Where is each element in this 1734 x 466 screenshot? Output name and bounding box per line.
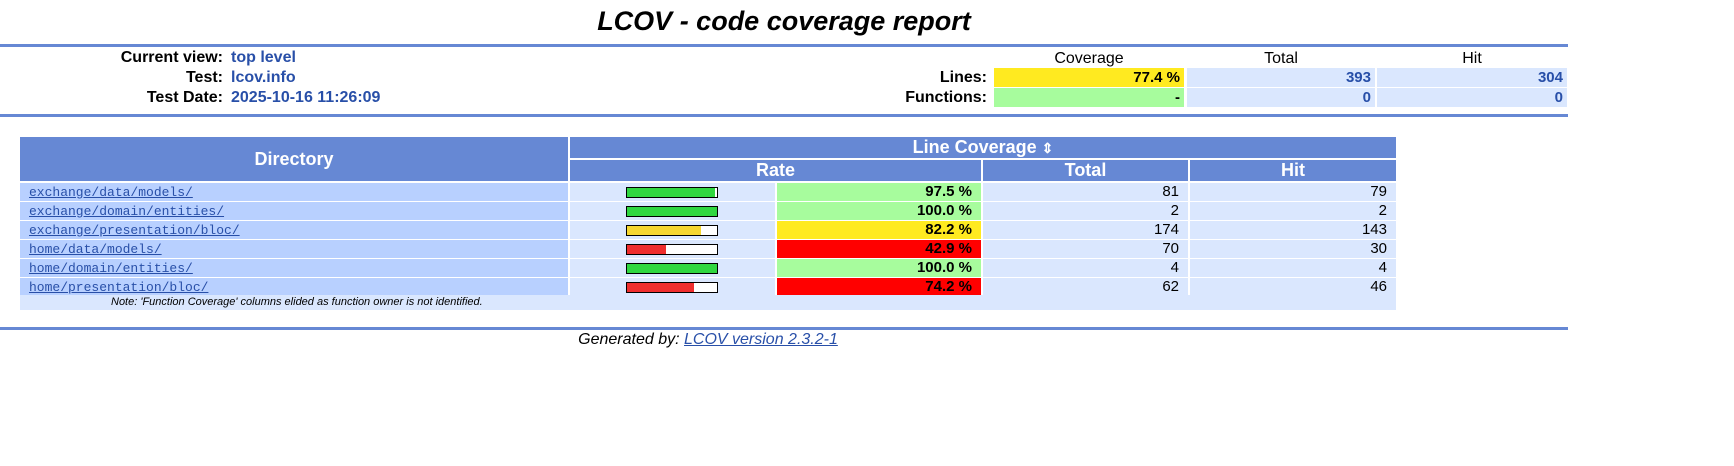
header-bottom-rule bbox=[0, 114, 1568, 117]
coverage-bar bbox=[626, 187, 718, 198]
hit-cell: 2 bbox=[1190, 202, 1396, 220]
table-row: exchange/domain/entities/100.0 % 2 2 bbox=[20, 202, 1396, 220]
functions-label: Functions: bbox=[905, 89, 987, 106]
note-row: Note: 'Function Coverage' columns elided… bbox=[20, 295, 1396, 310]
directory-link[interactable]: exchange/presentation/bloc/ bbox=[29, 223, 240, 238]
lines-coverage: 77.4 % bbox=[994, 68, 1184, 87]
total-cell: 174 bbox=[983, 221, 1188, 239]
coverage-bar-cell bbox=[570, 278, 775, 296]
test-value: lcov.info bbox=[231, 69, 296, 86]
current-view-value: top level bbox=[231, 49, 296, 66]
directory-link[interactable]: exchange/domain/entities/ bbox=[29, 204, 225, 219]
total-header: Total bbox=[983, 160, 1188, 181]
current-view-label: Current view: bbox=[120, 49, 223, 66]
hit-cell: 79 bbox=[1190, 183, 1396, 201]
total-cell: 62 bbox=[983, 278, 1188, 296]
footer-prefix: Generated by: bbox=[578, 331, 680, 348]
header-top-rule bbox=[0, 44, 1568, 47]
footer-rule bbox=[0, 327, 1568, 330]
rate-cell: 74.2 % bbox=[777, 278, 981, 296]
coverage-bar-fill bbox=[627, 245, 666, 254]
lines-total: 393 bbox=[1187, 68, 1375, 87]
directory-cell: exchange/presentation/bloc/ bbox=[20, 221, 568, 239]
test-date-label: Test Date: bbox=[146, 89, 223, 106]
total-cell: 81 bbox=[983, 183, 1188, 201]
coverage-bar bbox=[626, 282, 718, 293]
coverage-bar-fill bbox=[627, 264, 717, 273]
directory-cell: home/domain/entities/ bbox=[20, 259, 568, 277]
test-date-value: 2025-10-16 11:26:09 bbox=[231, 89, 381, 106]
coverage-bar-cell bbox=[570, 240, 775, 258]
sort-icon[interactable]: ⇕ bbox=[1041, 140, 1054, 156]
line-coverage-header[interactable]: Line Coverage ⇕ bbox=[570, 137, 1396, 158]
rate-cell: 100.0 % bbox=[777, 259, 981, 277]
footer: Generated by: LCOV version 2.3.2-1 bbox=[0, 331, 1416, 349]
coverage-bar-cell bbox=[570, 221, 775, 239]
test-label: Test: bbox=[185, 69, 223, 86]
rate-header: Rate bbox=[570, 160, 981, 181]
rate-cell: 97.5 % bbox=[777, 183, 981, 201]
total-cell: 70 bbox=[983, 240, 1188, 258]
table-row: exchange/data/models/97.5 % 81 79 bbox=[20, 183, 1396, 201]
coverage-bar bbox=[626, 225, 718, 236]
coverage-bar-cell bbox=[570, 259, 775, 277]
directory-cell: exchange/data/models/ bbox=[20, 183, 568, 201]
directory-cell: home/presentation/bloc/ bbox=[20, 278, 568, 296]
directory-cell: home/data/models/ bbox=[20, 240, 568, 258]
summary-total-header: Total bbox=[1264, 50, 1298, 67]
total-cell: 4 bbox=[983, 259, 1188, 277]
hit-header: Hit bbox=[1190, 160, 1396, 181]
coverage-bar bbox=[626, 206, 718, 217]
hit-cell: 46 bbox=[1190, 278, 1396, 296]
line-coverage-header-label: Line Coverage bbox=[912, 137, 1037, 157]
table-row: home/presentation/bloc/74.2 % 62 46 bbox=[20, 278, 1396, 296]
coverage-bar bbox=[626, 244, 718, 255]
coverage-bar-cell bbox=[570, 202, 775, 220]
hit-cell: 30 bbox=[1190, 240, 1396, 258]
rate-cell: 42.9 % bbox=[777, 240, 981, 258]
directory-link[interactable]: home/domain/entities/ bbox=[29, 261, 193, 276]
coverage-bar-cell bbox=[570, 183, 775, 201]
lcov-version-link[interactable]: LCOV version 2.3.2-1 bbox=[684, 331, 838, 348]
coverage-bar-fill bbox=[627, 226, 701, 235]
summary-hit-header: Hit bbox=[1462, 50, 1482, 67]
hit-cell: 143 bbox=[1190, 221, 1396, 239]
table-row: home/data/models/42.9 % 70 30 bbox=[20, 240, 1396, 258]
lines-label: Lines: bbox=[939, 69, 987, 86]
functions-coverage: - bbox=[994, 88, 1184, 107]
rate-cell: 100.0 % bbox=[777, 202, 981, 220]
coverage-bar-fill bbox=[627, 207, 717, 216]
hit-cell: 4 bbox=[1190, 259, 1396, 277]
coverage-bar-fill bbox=[627, 188, 715, 197]
table-row: exchange/presentation/bloc/82.2 % 174 143 bbox=[20, 221, 1396, 239]
functions-total: 0 bbox=[1187, 88, 1375, 107]
directory-link[interactable]: exchange/data/models/ bbox=[29, 185, 193, 200]
lines-hit: 304 bbox=[1377, 68, 1567, 87]
note-text: Note: 'Function Coverage' columns elided… bbox=[111, 296, 483, 308]
page-title: LCOV - code coverage report bbox=[597, 6, 971, 36]
coverage-bar-fill bbox=[627, 283, 694, 292]
rate-cell: 82.2 % bbox=[777, 221, 981, 239]
directory-link[interactable]: home/presentation/bloc/ bbox=[29, 280, 209, 295]
directory-cell: exchange/domain/entities/ bbox=[20, 202, 568, 220]
functions-hit: 0 bbox=[1377, 88, 1567, 107]
directory-header[interactable]: Directory bbox=[20, 137, 568, 181]
coverage-bar bbox=[626, 263, 718, 274]
summary-coverage-header: Coverage bbox=[1054, 50, 1124, 67]
directory-link[interactable]: home/data/models/ bbox=[29, 242, 162, 257]
total-cell: 2 bbox=[983, 202, 1188, 220]
table-row: home/domain/entities/100.0 % 4 4 bbox=[20, 259, 1396, 277]
